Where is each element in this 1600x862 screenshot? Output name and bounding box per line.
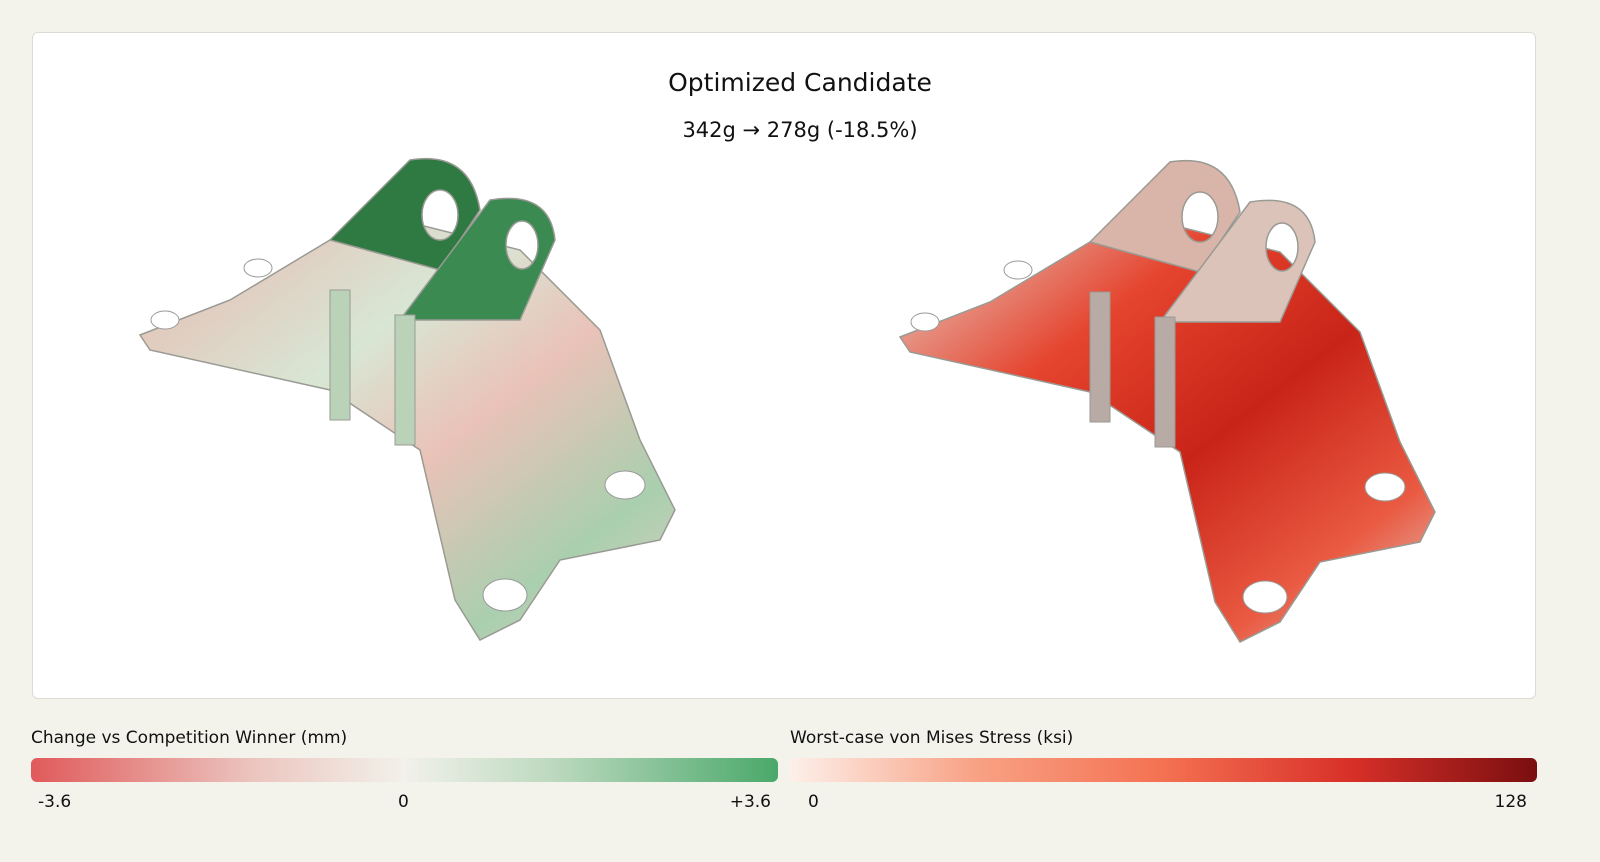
colorbar-tick: 128 xyxy=(1494,792,1527,812)
bracket-web xyxy=(394,314,416,446)
bracket-render-stress xyxy=(898,159,1436,643)
bracket-web xyxy=(1089,291,1111,423)
bracket-web xyxy=(1154,316,1176,448)
colorbar-tick: +3.6 xyxy=(729,792,771,812)
subtitle: 342g → 278g (-18.5%) xyxy=(682,118,918,142)
colorbar-tick: 0 xyxy=(398,792,409,812)
bracket-lug xyxy=(1158,199,1316,323)
colorbar-title: Worst-case von Mises Stress (ksi) xyxy=(790,728,1074,748)
colorbar-legend: Worst-case von Mises Stress (ksi) 0 128 xyxy=(790,726,1537,826)
colorbar-tick: 0 xyxy=(808,792,819,812)
bracket-lug xyxy=(328,157,481,271)
bracket-hole xyxy=(482,578,528,612)
colorbar xyxy=(31,758,778,782)
colorbar-legend: Change vs Competition Winner (mm) -3.6 0… xyxy=(31,726,778,826)
bracket-hole xyxy=(910,312,940,332)
bracket-render-change xyxy=(138,157,676,641)
bracket-lug xyxy=(1088,159,1241,273)
renders xyxy=(138,157,1436,643)
colorbar xyxy=(790,758,1537,782)
bracket-web xyxy=(329,289,351,421)
bracket-hole xyxy=(1364,472,1406,502)
bracket-hole xyxy=(604,470,646,500)
bracket-hole xyxy=(243,258,273,278)
bracket-hole xyxy=(1242,580,1288,614)
bracket-lug xyxy=(398,197,556,321)
bracket-hole xyxy=(150,310,180,330)
title: Optimized Candidate xyxy=(668,68,932,97)
colorbar-title: Change vs Competition Winner (mm) xyxy=(31,728,348,748)
bracket-hole xyxy=(1003,260,1033,280)
colorbar-tick: -3.6 xyxy=(38,792,72,812)
